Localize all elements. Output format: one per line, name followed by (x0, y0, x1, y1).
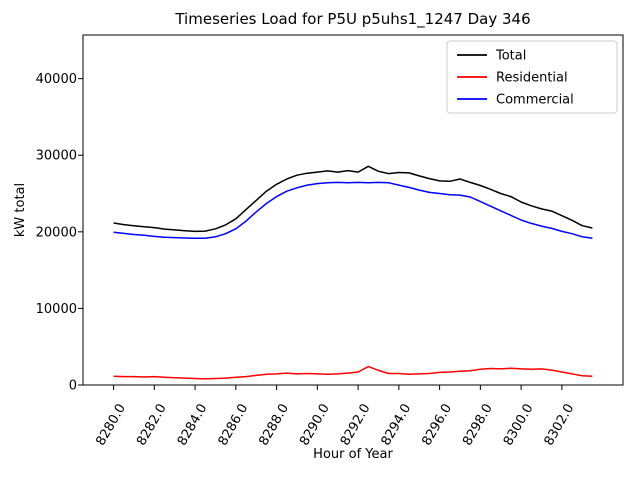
x-tick-label: 8296.0 (419, 402, 455, 449)
x-tick-label: 8284.0 (175, 402, 211, 449)
y-axis-label: kW total (13, 183, 28, 237)
x-axis-label: Hour of Year (313, 447, 393, 462)
x-tick-label: 8292.0 (338, 402, 374, 449)
series-layer (113, 165, 593, 380)
x-tick-label: 8280.0 (93, 402, 129, 449)
legend-label-commercial: Commercial (496, 93, 574, 108)
x-tick-label: 8290.0 (297, 402, 333, 449)
chart-title: Timeseries Load for P5U p5uhs1_1247 Day … (174, 10, 530, 29)
y-axis-ticks: 0 10000 20000 30000 40000 (36, 72, 83, 394)
legend-label-residential: Residential (496, 71, 568, 86)
y-tick-label: 0 (69, 379, 77, 394)
x-tick-label: 8282.0 (134, 402, 170, 449)
x-axis-ticks: 8280.0 8282.0 8284.0 8286.0 8288.0 8290.0 8292… (93, 385, 577, 448)
x-tick-label: 8294.0 (379, 402, 415, 449)
legend-label-total: Total (495, 49, 526, 64)
x-tick-label: 8288.0 (256, 402, 292, 449)
y-tick-label: 20000 (36, 225, 77, 240)
x-tick-label: 8286.0 (216, 402, 252, 449)
series-line-total (113, 165, 593, 233)
series-line-commercial (113, 181, 593, 240)
y-tick-label: 30000 (36, 149, 77, 164)
legend-frame (446, 40, 618, 114)
axes-frame (82, 34, 624, 386)
x-tick-label: 8302.0 (542, 402, 578, 449)
x-tick-label: 8298.0 (460, 402, 496, 449)
y-tick-label: 10000 (36, 302, 77, 317)
x-tick-label: 8300.0 (501, 402, 537, 449)
y-tick-label: 40000 (36, 72, 77, 87)
series-line-residential (113, 365, 593, 380)
legend: Total Residential Commercial (446, 40, 618, 114)
